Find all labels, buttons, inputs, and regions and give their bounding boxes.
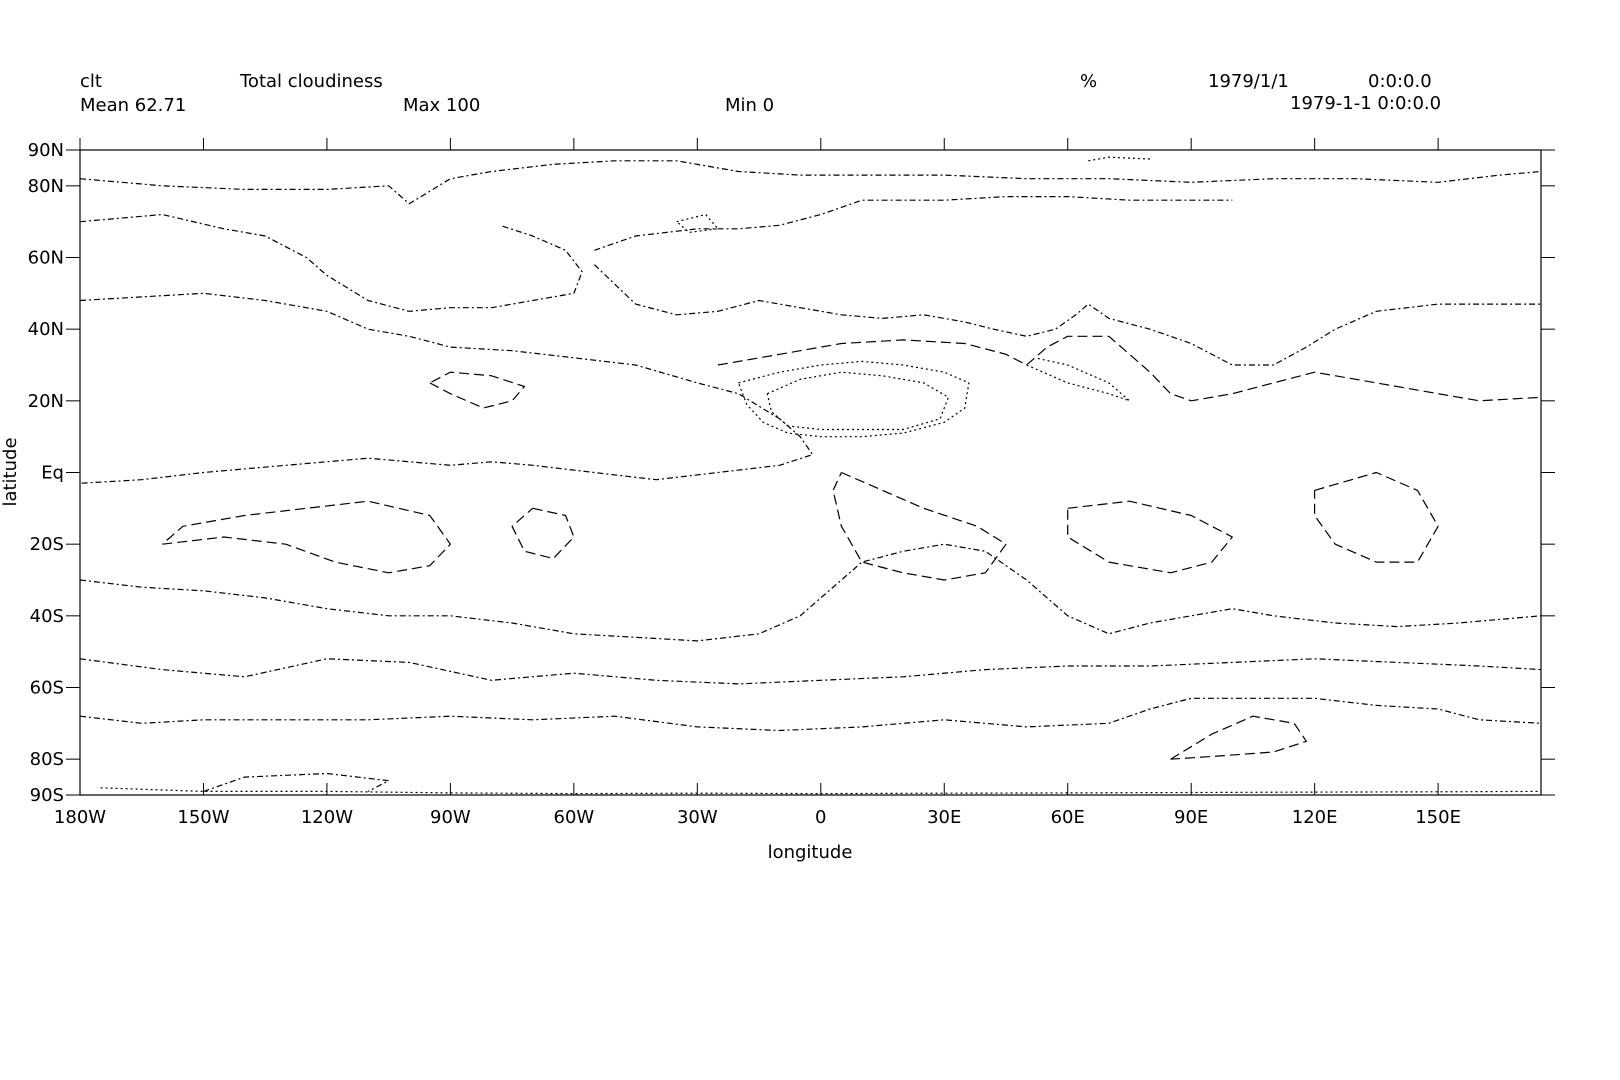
y-tick-label: Eq [41,463,64,484]
y-tick-label: 40S [30,606,64,627]
x-tick-label: 120W [301,807,353,828]
date-label: 1979/1/1 [1208,71,1289,92]
mean-label: Mean 62.71 [80,95,187,116]
y-tick-label: 60S [30,678,64,699]
max-label: Max 100 [403,95,481,116]
y-tick-label: 20S [30,534,64,555]
contour-line-dashed [161,500,451,574]
time-label: 0:0:0.0 [1368,71,1432,92]
min-label: Min 0 [725,95,775,116]
y-tick-label: 80N [28,176,64,197]
x-tick-label: 0 [815,807,826,828]
variable-name: clt [80,71,102,92]
y-tick-label: 90N [28,140,64,161]
contour-line-dashdot [593,264,1541,366]
contour-line-dashed [717,335,1542,402]
contour-line-dashdot [79,658,1542,685]
contour-line-dashdot [79,543,1542,642]
x-axis: 180W 150W 120W 90W 60W 30W 0 30E 60E 90E 120E 150E [54,138,1461,828]
contour-line-dashdot [79,213,583,312]
contour-line-dashed [1313,471,1439,563]
contour-line-dotted [676,213,719,233]
datetime-label: 1979-1-1 0:0:0.0 [1290,93,1442,114]
y-axis: 90N 80N 60N 40N 20N Eq 20S 40S 60S 80S 90S [28,140,1555,806]
x-tick-label: 90W [430,807,471,828]
contour-line-dashed [832,471,1007,581]
contour-lines [79,156,1542,795]
y-tick-label: 90S [30,785,64,806]
contour-line-dashdot [79,160,1542,205]
y-tick-label: 20N [28,391,64,412]
contour-line-dotted [1088,156,1151,162]
contour-line-dashdot [79,697,1542,732]
plot-frame [79,149,1542,796]
x-tick-label: 120E [1292,807,1338,828]
contour-line-dashdot [203,772,390,792]
contour-line-dashed [1067,500,1233,574]
x-tick-label: 30E [927,807,961,828]
contour-line-dashed [429,371,526,409]
units-label: % [1080,71,1098,92]
y-tick-label: 40N [28,319,64,340]
contour-line-dashdot [79,292,814,484]
contour-line-dotted [766,371,950,431]
x-tick-label: 60W [554,807,595,828]
contour-line-dashdot [594,196,1233,251]
y-tick-label: 80S [30,749,64,770]
x-tick-label: 150W [177,807,229,828]
x-tick-label: 90E [1174,807,1208,828]
contour-line-dotted [1026,357,1131,402]
contour-line-dashed [511,507,575,560]
x-tick-label: 30W [677,807,718,828]
x-tick-label: 150E [1415,807,1461,828]
y-axis-label: latitude [0,437,21,506]
y-tick-label: 60N [28,248,64,269]
contour-line-dashed [1170,715,1308,760]
x-tick-label: 180W [54,807,106,828]
x-axis-label: longitude [768,842,853,863]
variable-long-name: Total cloudiness [240,71,383,92]
x-tick-label: 60E [1051,807,1085,828]
